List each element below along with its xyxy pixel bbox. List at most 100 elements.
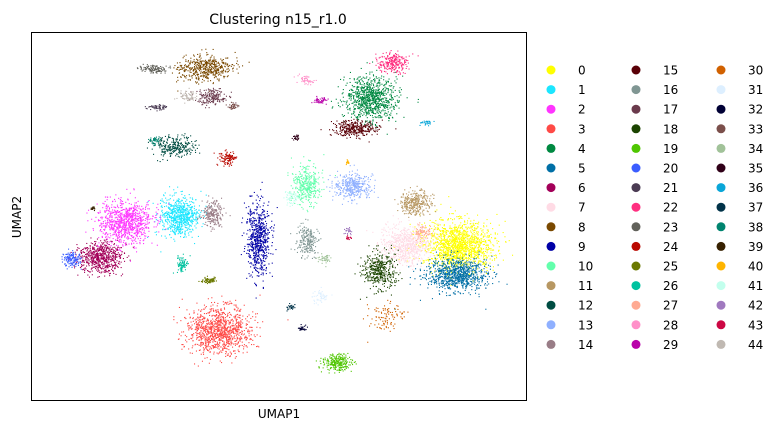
cluster-0-points — [393, 196, 514, 286]
legend-label-13: 13 — [578, 318, 593, 332]
y-axis-label: UMAP2 — [10, 196, 24, 238]
legend-label-15: 15 — [663, 64, 678, 78]
legend-marker-4 — [546, 143, 556, 153]
legend-label-23: 23 — [663, 220, 678, 234]
cluster-8-points — [171, 48, 250, 92]
cluster-11-points — [394, 185, 437, 218]
legend-marker-42 — [716, 300, 726, 310]
legend-label-16: 16 — [663, 83, 678, 97]
legend-label-34: 34 — [748, 142, 763, 156]
legend-label-17: 17 — [663, 103, 678, 117]
legend-marker-31 — [716, 85, 726, 95]
legend-marker-25 — [631, 261, 641, 271]
legend-label-33: 33 — [748, 122, 763, 136]
legend-marker-32 — [716, 104, 726, 114]
cluster-3-points — [173, 294, 289, 367]
legend-marker-38 — [716, 222, 726, 232]
cluster-1-points — [147, 186, 212, 253]
cluster-9-points — [240, 181, 278, 299]
cluster-22-points — [369, 50, 419, 76]
legend-marker-23 — [631, 222, 641, 232]
legend-label-38: 38 — [748, 220, 763, 234]
cluster-27-points — [411, 222, 436, 242]
legend-label-25: 25 — [663, 260, 678, 274]
cluster-28-points — [293, 73, 317, 86]
legend-marker-21 — [631, 183, 641, 193]
legend-marker-39 — [716, 241, 726, 251]
cluster-29-points — [311, 95, 329, 105]
legend-label-24: 24 — [663, 240, 678, 254]
cluster-33-points — [225, 101, 240, 110]
legend-label-42: 42 — [748, 299, 763, 313]
cluster-12-points — [146, 133, 201, 163]
legend-label-19: 19 — [663, 142, 678, 156]
legend-label-5: 5 — [578, 162, 586, 176]
cluster-21-points — [144, 104, 168, 112]
cluster-30-points — [362, 299, 409, 343]
legend-label-2: 2 — [578, 103, 586, 117]
cluster-35-points — [291, 134, 300, 141]
legend-marker-10 — [546, 261, 556, 271]
cluster-18-points — [354, 244, 403, 310]
legend-label-37: 37 — [748, 201, 763, 215]
legend-label-28: 28 — [663, 318, 678, 332]
legend-marker-30 — [716, 65, 726, 75]
legend-label-1: 1 — [578, 83, 586, 97]
legend-label-18: 18 — [663, 122, 678, 136]
legend-label-11: 11 — [578, 279, 593, 293]
legend-marker-34 — [716, 143, 726, 153]
legend-marker-37 — [716, 202, 726, 212]
cluster-39-points — [90, 206, 96, 212]
legend-label-32: 32 — [748, 103, 763, 117]
legend-label-35: 35 — [748, 162, 763, 176]
cluster-16-points — [290, 218, 322, 260]
cluster-6-points — [68, 237, 134, 278]
legend-label-26: 26 — [663, 279, 678, 293]
legend-label-0: 0 — [578, 64, 586, 78]
cluster-13-points — [326, 164, 379, 205]
legend-label-6: 6 — [578, 181, 586, 195]
legend-marker-11 — [546, 281, 556, 291]
legend-marker-13 — [546, 320, 556, 330]
chart-title: Clustering n15_r1.0 — [209, 12, 347, 28]
cluster-42-points — [343, 227, 353, 236]
legend-label-36: 36 — [748, 181, 763, 195]
legend-label-40: 40 — [748, 260, 763, 274]
cluster-43-points — [346, 235, 352, 241]
legend-label-29: 29 — [663, 338, 678, 352]
cluster-23-points — [136, 63, 172, 74]
legend-label-22: 22 — [663, 201, 678, 215]
cluster-17-points — [189, 87, 237, 109]
legend-marker-22 — [631, 202, 641, 212]
cluster-14-points — [197, 195, 231, 232]
legend-marker-9 — [546, 241, 556, 251]
legend-marker-7 — [546, 202, 556, 212]
scatter-points — [61, 48, 514, 374]
legend-marker-2 — [546, 104, 556, 114]
legend-marker-15 — [631, 65, 641, 75]
cluster-37-points — [286, 303, 296, 312]
legend-marker-27 — [631, 300, 641, 310]
legend-marker-24 — [631, 241, 641, 251]
cluster-40-points — [345, 159, 350, 166]
legend-marker-5 — [546, 163, 556, 173]
cluster-15-points — [320, 118, 397, 143]
cluster-31-points — [311, 286, 333, 306]
legend-marker-26 — [631, 281, 641, 291]
cluster-2-points — [85, 188, 170, 262]
legend-marker-6 — [546, 183, 556, 193]
cluster-20-points — [61, 248, 82, 270]
legend-marker-19 — [631, 143, 641, 153]
legend-label-7: 7 — [578, 201, 586, 215]
cluster-5-points — [408, 250, 508, 310]
legend-marker-18 — [631, 124, 641, 134]
legend-label-44: 44 — [748, 338, 763, 352]
legend-label-3: 3 — [578, 122, 586, 136]
legend-label-20: 20 — [663, 162, 678, 176]
cluster-26-points — [172, 253, 191, 274]
legend-marker-43 — [716, 320, 726, 330]
legend-marker-44 — [716, 339, 726, 349]
legend-marker-35 — [716, 163, 726, 173]
legend-marker-3 — [546, 124, 556, 134]
